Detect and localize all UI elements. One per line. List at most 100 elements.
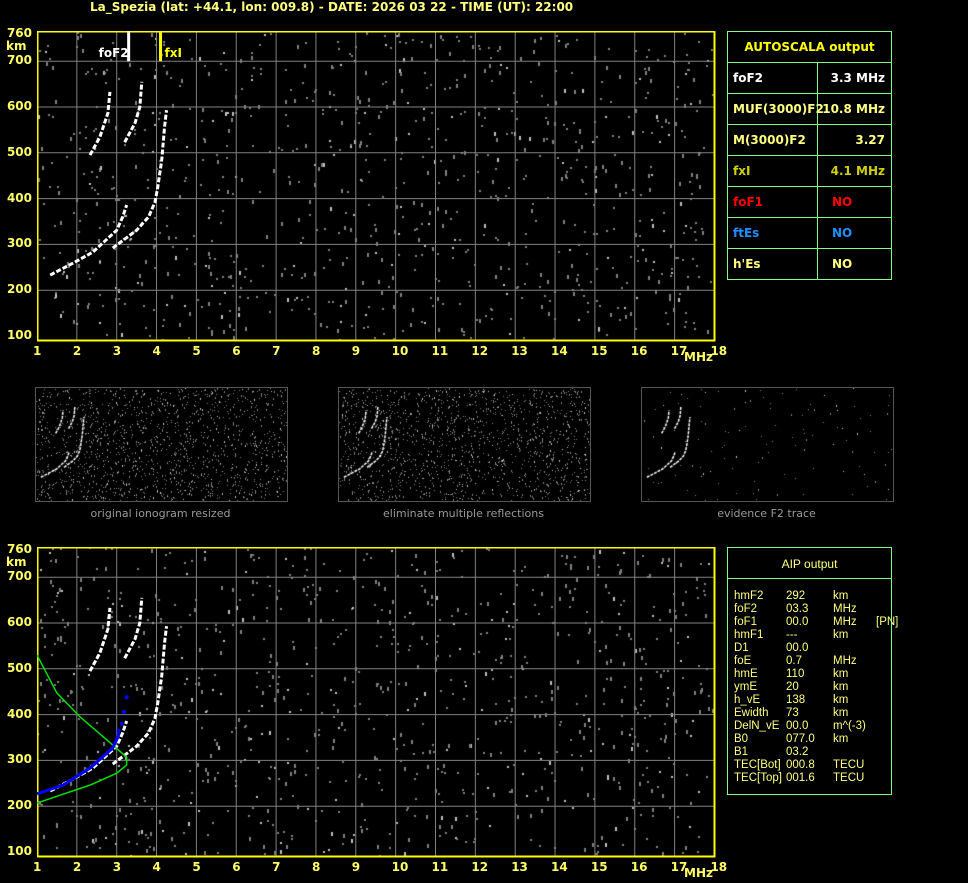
autoscala-row-h'Es: h'Es NO xyxy=(728,249,891,279)
x-tick-label: 16 xyxy=(630,344,648,358)
aip-value: 00.0 xyxy=(786,642,809,654)
fxI-marker-label: fxI xyxy=(165,46,182,60)
x-tick-label: 16 xyxy=(630,860,648,874)
x-axis-unit: MHz xyxy=(684,350,713,364)
model-profile-curve xyxy=(37,654,128,804)
y-tick-label: 100 xyxy=(6,328,32,342)
y-tick-label: 200 xyxy=(6,282,32,297)
aip-value: 0.7 xyxy=(786,655,802,667)
ionogram-noise xyxy=(37,547,714,856)
y-tick-label: 760 xyxy=(6,25,32,40)
thumbnail-2 xyxy=(338,387,591,502)
thumbnail-image xyxy=(339,388,590,501)
aip-param: foF1 xyxy=(734,616,758,628)
x-tick-label: 8 xyxy=(311,344,321,358)
x-tick-label: 18 xyxy=(710,860,728,874)
x-tick-label: 13 xyxy=(511,344,528,358)
y-tick-label: 600 xyxy=(6,615,32,629)
ionogram-title: La_Spezia (lat: +44.1, lon: 009.8) - DAT… xyxy=(90,0,574,14)
aip-row: Ewidth 73 km xyxy=(728,707,891,720)
aip-param: hmE xyxy=(734,668,758,680)
y-axis-unit: km xyxy=(6,555,27,569)
param-name: fxI xyxy=(728,156,818,186)
aip-row: TEC[Bot] 000.8 TECU xyxy=(728,759,891,772)
aip-row: hmF2 292 km xyxy=(728,590,891,603)
aip-param: hmF1 xyxy=(734,629,764,641)
thumbnail-3 xyxy=(641,387,894,502)
aip-unit: km xyxy=(833,681,849,693)
x-tick-label: 10 xyxy=(391,860,409,874)
autoscala-ionogram-plot: foF2 fxI xyxy=(37,31,716,342)
x-tick-label: 18 xyxy=(710,344,728,358)
x-tick-label: 5 xyxy=(192,344,201,358)
aip-row: B1 03.2 xyxy=(728,746,891,759)
x-tick-label: 1 xyxy=(33,860,42,874)
aip-row: hmF1 --- km xyxy=(728,629,891,642)
x-tick-label: 4 xyxy=(152,860,161,874)
param-value: 4.1 MHz xyxy=(830,164,885,178)
y-axis-unit: km xyxy=(6,39,27,53)
aip-param: hmF2 xyxy=(734,590,764,602)
y-tick-label: 300 xyxy=(6,752,32,767)
aip-row: B0 077.0 km xyxy=(728,733,891,746)
thumbnail-image xyxy=(36,388,287,501)
echo-trace xyxy=(111,626,169,766)
aip-unit: m^(-3) xyxy=(833,720,866,732)
x-tick-label: 11 xyxy=(431,344,449,358)
y-tick-label: 700 xyxy=(6,569,32,584)
thumbnail-caption: eliminate multiple reflections xyxy=(383,507,544,520)
autoscala-row-MUF(3000)F2: MUF(3000)F2 10.8 MHz xyxy=(728,94,891,125)
echo-trace xyxy=(88,607,112,672)
aip-value: 292 xyxy=(786,590,806,602)
x-tick-label: 1 xyxy=(33,344,42,358)
param-name: ftEs xyxy=(728,218,818,248)
thumbnail-caption: original ionogram resized xyxy=(90,507,231,520)
aip-value: 077.0 xyxy=(786,733,815,745)
aip-param: ymE xyxy=(734,681,757,693)
autoscala-row-ftEs: ftEs NO xyxy=(728,218,891,249)
y-tick-label: 760 xyxy=(6,541,32,556)
plot-frame xyxy=(37,547,716,858)
x-tick-label: 12 xyxy=(471,344,489,358)
aip-value: 00.0 xyxy=(786,720,809,732)
param-value: NO xyxy=(832,257,853,271)
aip-unit: TECU xyxy=(833,772,865,784)
aip-param: h_vE xyxy=(734,694,761,706)
aip-trace-point xyxy=(124,695,129,700)
ionogram-svg xyxy=(37,547,716,858)
aip-unit: MHz xyxy=(833,655,857,667)
aip-value: --- xyxy=(786,629,798,641)
aip-unit: km xyxy=(833,590,849,602)
aip-row: D1 00.0 xyxy=(728,642,891,655)
x-tick-label: 9 xyxy=(351,860,361,874)
x-tick-label: 2 xyxy=(72,860,82,874)
foF2-marker-label: foF2 xyxy=(99,46,129,60)
aip-value: 110 xyxy=(786,668,805,680)
autoscala-header: AUTOSCALA output xyxy=(728,32,891,63)
autoscala-row-foF1: foF1 NO xyxy=(728,187,891,218)
y-tick-label: 500 xyxy=(6,660,32,675)
x-tick-label: 3 xyxy=(112,344,122,358)
x-tick-label: 7 xyxy=(272,860,281,874)
aip-value: 73 xyxy=(786,707,799,719)
param-value: NO xyxy=(832,195,853,209)
x-tick-label: 6 xyxy=(232,860,241,874)
x-tick-label: 11 xyxy=(431,860,449,874)
y-tick-label: 400 xyxy=(6,706,32,721)
echo-trace xyxy=(123,81,144,143)
echo-trace xyxy=(88,91,112,156)
aip-unit: km xyxy=(833,694,849,706)
y-tick-label: 600 xyxy=(6,99,32,113)
aip-row: TEC[Top] 001.6 TECU xyxy=(728,772,891,785)
x-axis-unit: MHz xyxy=(684,866,713,880)
aip-value: 03.3 xyxy=(786,603,809,615)
aip-value: 000.8 xyxy=(786,759,815,771)
x-tick-label: 14 xyxy=(551,860,568,874)
aip-row: h_vE 138 km xyxy=(728,694,891,707)
aip-param: TEC[Top] xyxy=(734,772,782,784)
x-tick-label: 10 xyxy=(391,344,409,358)
echo-trace xyxy=(111,110,169,250)
aip-unit: TECU xyxy=(833,759,865,771)
aip-value: 001.6 xyxy=(786,772,815,784)
x-tick-label: 4 xyxy=(152,344,161,358)
